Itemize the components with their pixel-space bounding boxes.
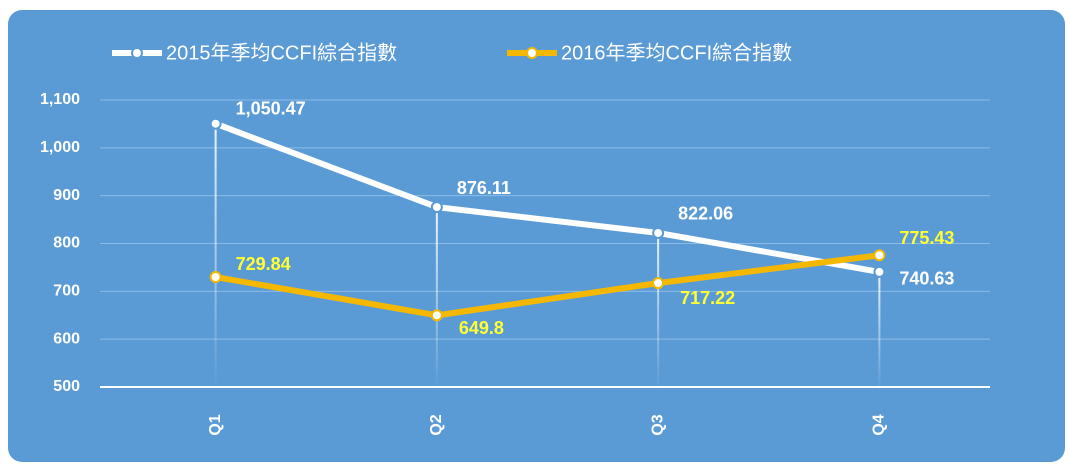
point [873,265,886,278]
x-tick-label: Q1 [207,414,224,435]
legend-marker [131,47,143,59]
point [652,226,665,239]
data-label: 649.8 [459,318,504,338]
point [209,271,222,284]
y-tick-label: 600 [53,330,80,347]
legend-label: 2016年季均CCFI綜合指數 [561,41,792,64]
data-label: 1,050.47 [236,98,306,118]
drop-line [435,207,438,390]
y-tick-label: 800 [53,235,80,252]
x-tick-label: Q2 [428,414,445,435]
data-label: 775.43 [899,228,954,248]
data-label: 822.06 [678,204,733,224]
drop-line [657,232,660,390]
point [430,201,443,214]
y-tick-label: 1,100 [40,91,80,108]
series-line [214,120,880,275]
panel [8,10,1065,462]
data-label: 729.84 [236,254,291,274]
point [430,309,443,322]
y-tick-label: 1,000 [40,139,80,156]
data-label: 717.22 [680,288,735,308]
data-label: 740.63 [899,269,954,289]
legend-label: 2015年季均CCFI綜合指數 [166,41,397,64]
drop-line [878,271,881,390]
x-tick-label: Q3 [649,414,666,435]
y-tick-label: 700 [53,283,80,300]
point [209,117,222,130]
y-tick-label: 500 [53,378,80,395]
data-label: 876.11 [457,178,511,198]
series-line [215,252,880,319]
point [873,249,886,262]
legend-marker [526,47,538,59]
drop-line [214,123,217,391]
point [652,277,665,290]
x-tick-label: Q4 [871,414,888,435]
y-tick-label: 900 [53,187,80,204]
